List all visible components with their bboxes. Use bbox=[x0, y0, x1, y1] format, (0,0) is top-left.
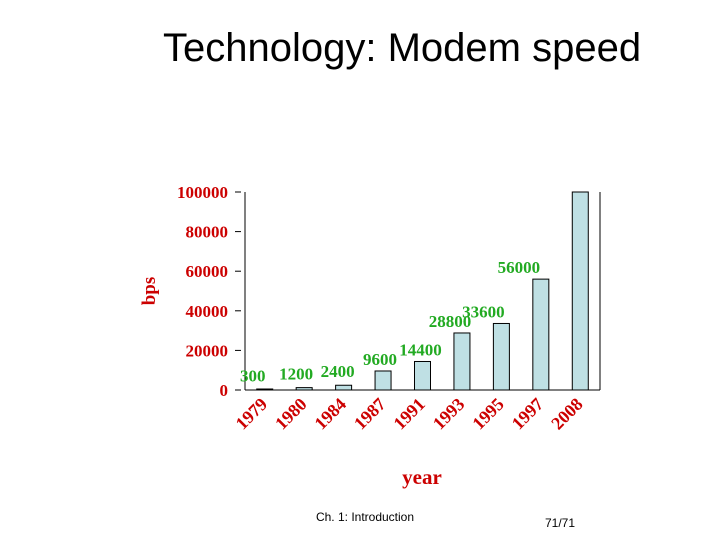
y-tick-label: 100000 bbox=[177, 183, 228, 202]
y-tick-label: 80000 bbox=[186, 223, 229, 242]
x-tick-label-2008: 2008 bbox=[547, 394, 587, 434]
slide-title: Technology: Modem speed bbox=[163, 26, 642, 70]
bar-1987 bbox=[374, 370, 392, 391]
data-label-1980: 1200 bbox=[279, 365, 313, 384]
y-tick-label: 20000 bbox=[186, 341, 229, 360]
y-tick-label: 40000 bbox=[186, 302, 229, 321]
data-label-1995: 33600 bbox=[462, 302, 505, 321]
y-tick-label: 0 bbox=[220, 381, 229, 400]
bar-2008 bbox=[571, 191, 589, 391]
footer-chapter: Ch. 1: Introduction bbox=[315, 510, 415, 524]
data-label-1993: 28800 bbox=[429, 312, 472, 331]
x-tick-label-1979: 1979 bbox=[232, 394, 272, 434]
y-tick-labels: 0 20000 40000 60000 80000 100000 bbox=[177, 183, 228, 400]
data-label-1991: 14400 bbox=[399, 340, 442, 359]
x-tick-label-1993: 1993 bbox=[429, 394, 469, 434]
bar-1979 bbox=[256, 388, 274, 391]
y-tick-marks bbox=[235, 191, 241, 391]
bars bbox=[256, 191, 589, 391]
footer-page-number: 71/71 bbox=[544, 516, 576, 530]
x-tick-label-1991: 1991 bbox=[389, 394, 429, 434]
y-axis-label: bps bbox=[139, 277, 160, 306]
x-tick-labels: 1979 1980 1984 1987 1991 1993 1995 1997 2008 bbox=[232, 394, 587, 434]
x-tick-label-1987: 1987 bbox=[350, 394, 390, 434]
x-tick-label-1995: 1995 bbox=[468, 394, 508, 434]
bar-1995 bbox=[492, 322, 510, 391]
x-tick-label-1980: 1980 bbox=[271, 394, 311, 434]
x-tick-label-1997: 1997 bbox=[508, 394, 548, 434]
bar-1993 bbox=[453, 332, 471, 391]
x-tick-label-1984: 1984 bbox=[310, 394, 350, 434]
y-tick-label: 60000 bbox=[186, 262, 229, 281]
bar-1980 bbox=[295, 387, 313, 391]
data-label-1979: 300 bbox=[240, 366, 266, 385]
data-label-1987: 9600 bbox=[363, 350, 397, 369]
bar-1991 bbox=[414, 360, 431, 391]
data-label-1984: 2400 bbox=[321, 362, 355, 381]
data-label-1997: 56000 bbox=[498, 258, 541, 277]
bar-1997 bbox=[532, 278, 550, 391]
x-axis-label: year bbox=[402, 465, 442, 489]
bar-1984 bbox=[335, 384, 353, 391]
